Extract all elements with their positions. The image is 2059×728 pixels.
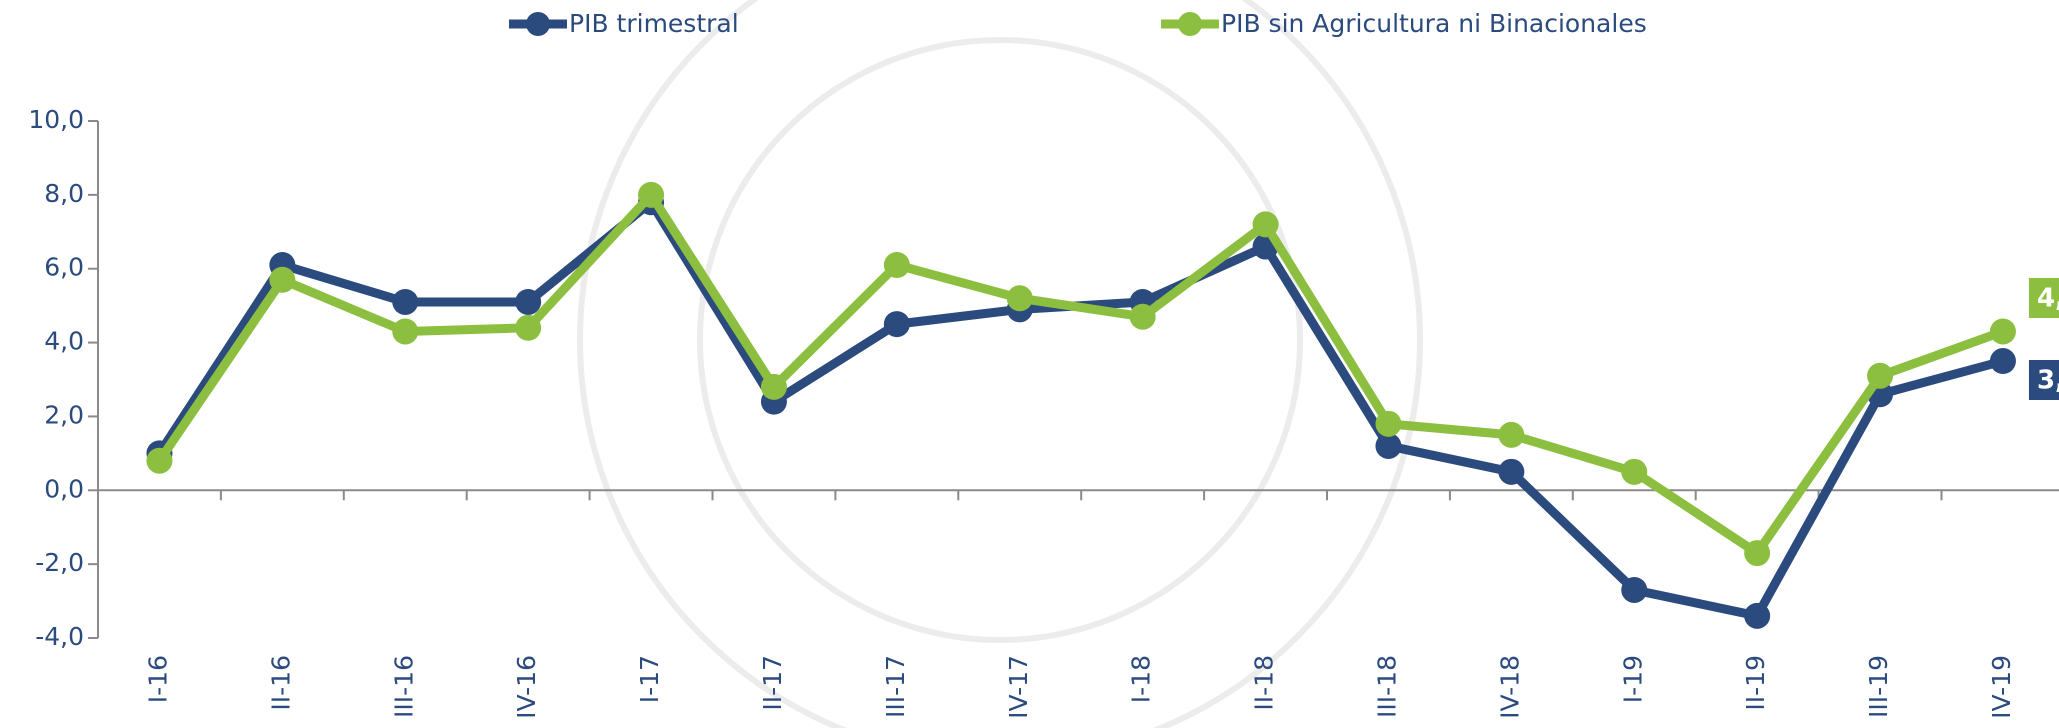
- data-label: 4,3: [2037, 284, 2059, 314]
- point: [1252, 211, 1279, 238]
- y-tick-label: 2,0: [44, 400, 84, 429]
- point: [1744, 540, 1771, 567]
- point: [1621, 576, 1648, 603]
- legend-marker: [1178, 12, 1202, 36]
- point: [638, 181, 665, 208]
- x-tick-label: IV-19: [1987, 655, 2016, 719]
- legend-marker: [526, 12, 550, 36]
- x-tick-label: IV-17: [1004, 655, 1033, 719]
- y-tick-label: 8,0: [44, 179, 84, 208]
- point: [1498, 458, 1525, 485]
- point: [1744, 602, 1771, 629]
- point: [1129, 303, 1156, 330]
- x-tick-label: III-17: [881, 655, 910, 718]
- data-label-box: [2028, 278, 2059, 318]
- x-tick-label: II-16: [266, 655, 295, 711]
- x-tick-label: III-18: [1372, 655, 1401, 718]
- point: [392, 288, 419, 315]
- point: [1621, 458, 1648, 485]
- x-tick-label: IV-16: [512, 655, 541, 719]
- x-tick-label: I-19: [1618, 655, 1647, 703]
- series-line: [155, 190, 2005, 558]
- y-tick-label: 10,0: [28, 105, 84, 134]
- x-tick-label: I-17: [635, 655, 664, 703]
- point: [883, 252, 910, 279]
- point: [515, 314, 542, 341]
- point: [392, 318, 419, 345]
- point: [1867, 362, 1894, 389]
- y-tick-label: -2,0: [35, 548, 84, 577]
- y-tick-label: 4,0: [44, 327, 84, 356]
- point: [146, 447, 173, 474]
- y-tick-label: -4,0: [35, 622, 84, 651]
- point: [1498, 421, 1525, 448]
- legend-label: PIB sin Agricultura ni Binacionales: [1221, 9, 1647, 38]
- x-tick-label: II-19: [1741, 655, 1770, 711]
- point: [515, 288, 542, 315]
- x-tick-label: I-16: [143, 655, 172, 703]
- x-tick-label: IV-18: [1495, 655, 1524, 719]
- y-tick-label: 0,0: [44, 474, 84, 503]
- x-tick-label: I-18: [1127, 655, 1156, 703]
- series-line: [155, 197, 2005, 621]
- y-tick-label: 6,0: [44, 253, 84, 282]
- point: [1006, 285, 1033, 312]
- x-tick-label: III-19: [1864, 655, 1893, 718]
- watermark: [577, 0, 1423, 728]
- point: [760, 373, 787, 400]
- point: [1989, 348, 2016, 375]
- x-tick-label: II-18: [1250, 655, 1279, 711]
- point: [1375, 432, 1402, 459]
- point: [1375, 410, 1402, 437]
- data-label: 3,5: [2037, 366, 2059, 396]
- point: [1989, 318, 2016, 345]
- x-tick-label: II-17: [758, 655, 787, 711]
- data-label-box: [2028, 360, 2059, 400]
- point: [269, 266, 296, 293]
- x-tick-label: III-16: [389, 655, 418, 718]
- legend-label: PIB trimestral: [569, 9, 739, 38]
- point: [883, 311, 910, 338]
